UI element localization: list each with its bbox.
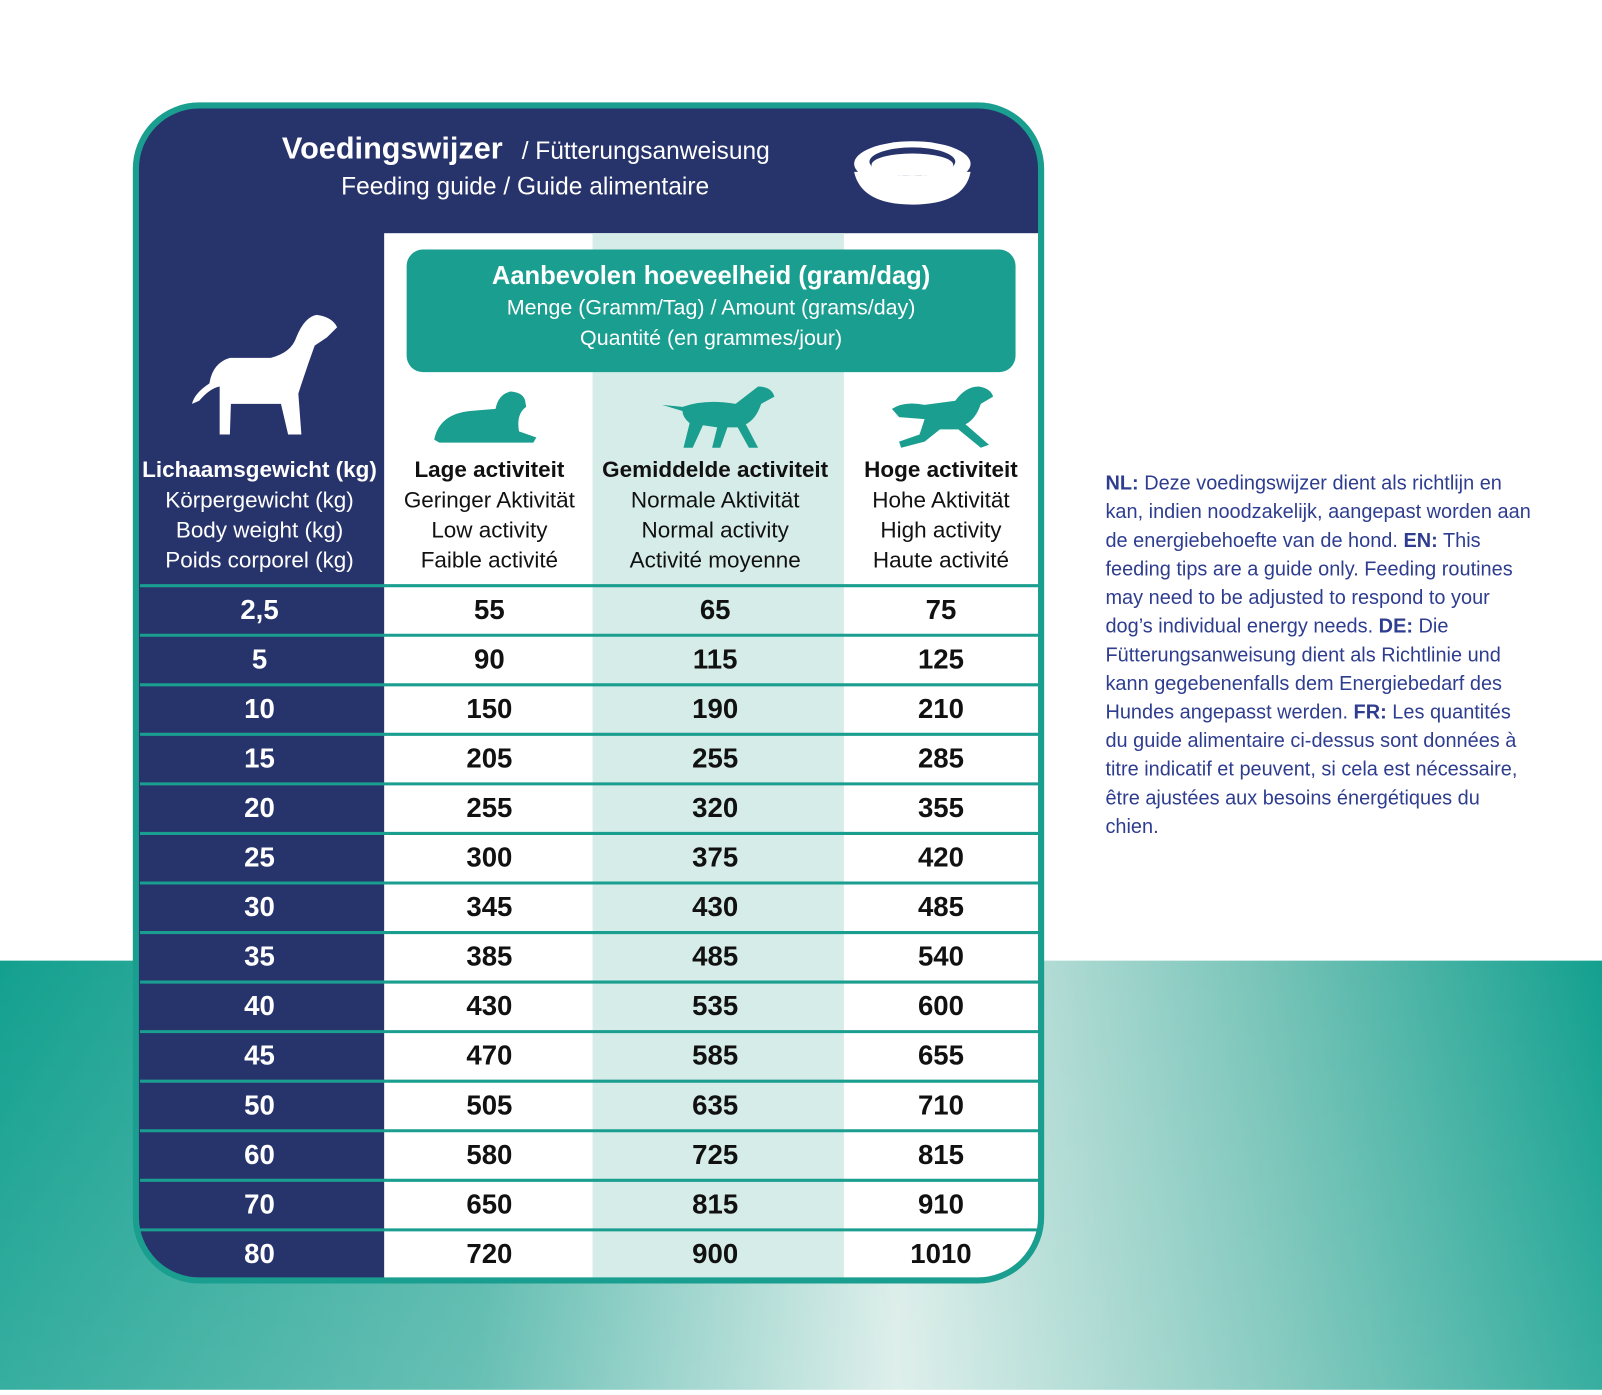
note-text: Die Fütterungsanweisung dient als Richtl… [1105, 615, 1503, 724]
weight-cell: 50 [244, 1089, 275, 1120]
amount-cell: 125 [918, 643, 964, 674]
amount-cell: 345 [466, 891, 512, 922]
amount-cell: 900 [692, 1238, 738, 1269]
note-box: NL: Deze voedingswijzer dient als richtl… [1105, 469, 1534, 841]
amount-cell: 190 [692, 693, 738, 724]
column-header: Hoge activiteit [864, 457, 1018, 482]
amount-cell: 255 [692, 742, 738, 773]
title-rest: / Fütterungsanweisung [522, 138, 770, 165]
weight-cell: 80 [244, 1238, 275, 1269]
amount-cell: 75 [926, 594, 957, 625]
amount-cell: 540 [918, 941, 964, 972]
weight-cell: 25 [244, 842, 275, 873]
column-subheader: Hohe Aktivität [872, 487, 1010, 512]
amount-cell: 635 [692, 1089, 738, 1120]
column-subheader: Faible activité [421, 548, 558, 573]
dog-walking-icon [662, 386, 775, 448]
amount-cell: 815 [692, 1188, 738, 1219]
amount-cell: 505 [466, 1089, 512, 1120]
amount-cell: 300 [466, 842, 512, 873]
amount-cell: 210 [918, 693, 964, 724]
column-subheader: High activity [880, 517, 1002, 542]
amount-cell: 285 [918, 742, 964, 773]
amount-cell: 320 [692, 792, 738, 823]
amount-cell: 580 [466, 1139, 512, 1170]
weight-cell: 5 [252, 643, 267, 674]
column-subheader: Activité moyenne [630, 548, 801, 573]
column-subheader: Haute activité [873, 548, 1009, 573]
column-header: Gemiddelde activiteit [602, 457, 829, 482]
weight-cell: 30 [244, 891, 275, 922]
note-language: NL: [1105, 472, 1139, 495]
subtitle: Feeding guide / Guide alimentaire [341, 174, 709, 201]
weight-cell: 60 [244, 1139, 275, 1170]
amount-cell: 430 [692, 891, 738, 922]
amount-cell: 470 [466, 1040, 512, 1071]
amount-cell: 420 [918, 842, 964, 873]
title-bold: Voedingswijzer [282, 132, 503, 166]
column-subheader: Geringer Aktivität [404, 487, 576, 512]
dog-lying-icon [434, 391, 537, 443]
amount-cell: 585 [692, 1040, 738, 1071]
amount-cell: 1010 [910, 1238, 971, 1269]
note: NL: Deze voedingswijzer dient als richtl… [1105, 469, 1534, 841]
dog-running-icon [891, 386, 994, 448]
note-text: Deze voedingswijzer dient als richtlijn … [1105, 472, 1531, 552]
note-language: DE: [1378, 615, 1414, 638]
amount-line: Quantité (en grammes/jour) [580, 326, 842, 350]
amount-cell: 55 [474, 594, 505, 625]
amount-cell: 485 [692, 941, 738, 972]
weight-cell: 70 [244, 1188, 275, 1219]
amount-cell: 710 [918, 1089, 964, 1120]
column-subheader: Body weight (kg) [176, 517, 343, 542]
column-subheader: Low activity [431, 517, 548, 542]
note-language: EN: [1403, 529, 1438, 552]
amount-cell: 355 [918, 792, 964, 823]
amount-cell: 655 [918, 1040, 964, 1071]
amount-cell: 65 [700, 594, 731, 625]
weight-cell: 40 [244, 990, 275, 1021]
amount-cell: 650 [466, 1188, 512, 1219]
note-language: FR: [1353, 701, 1387, 724]
column-header: Lichaamsgewicht (kg) [142, 457, 377, 482]
table: Lichaamsgewicht (kg) Körpergewicht (kg) Bo… [139, 457, 1041, 1269]
card-border [132, 102, 1045, 1284]
column-subheader: Körpergewicht (kg) [165, 487, 354, 512]
weight-cell: 15 [244, 742, 275, 773]
amount-cell: 255 [466, 792, 512, 823]
amount-title: Aanbevolen hoeveelheid (gram/dag) [492, 262, 930, 290]
dog-standing-icon [192, 314, 338, 435]
amount-cell: 485 [918, 891, 964, 922]
note-text: This feeding tips are a guide only. Feed… [1105, 529, 1513, 638]
amount-cell: 430 [466, 990, 512, 1021]
amount-cell: 535 [692, 990, 738, 1021]
amount-cell: 375 [692, 842, 738, 873]
amount-cell: 725 [692, 1139, 738, 1170]
amount-cell: 205 [466, 742, 512, 773]
amount-line: Menge (Gramm/Tag) / Amount (grams/day) [507, 295, 916, 319]
weight-cell: 35 [244, 941, 275, 972]
amount-cell: 90 [474, 643, 505, 674]
weight-cell: 10 [244, 693, 275, 724]
note-text: Les quantités du guide alimentaire ci-de… [1105, 701, 1518, 839]
amount-cell: 910 [918, 1188, 964, 1219]
amount-box [406, 249, 1016, 373]
amount-cell: 385 [466, 941, 512, 972]
weight-cell: 2,5 [240, 594, 278, 625]
weight-cell: 45 [244, 1040, 275, 1071]
column-subheader: Normale Aktivität [631, 487, 800, 512]
amount-cell: 720 [466, 1238, 512, 1269]
amount-cell: 150 [466, 693, 512, 724]
bowl-icon [854, 141, 971, 205]
column-subheader: Poids corporel (kg) [165, 548, 354, 573]
amount-cell: 115 [693, 643, 738, 674]
amount-cell: 600 [918, 990, 964, 1021]
column-header: Lage activiteit [414, 457, 564, 482]
amount-cell: 815 [918, 1139, 964, 1170]
weight-cell: 20 [244, 792, 275, 823]
column-subheader: Normal activity [642, 517, 790, 542]
